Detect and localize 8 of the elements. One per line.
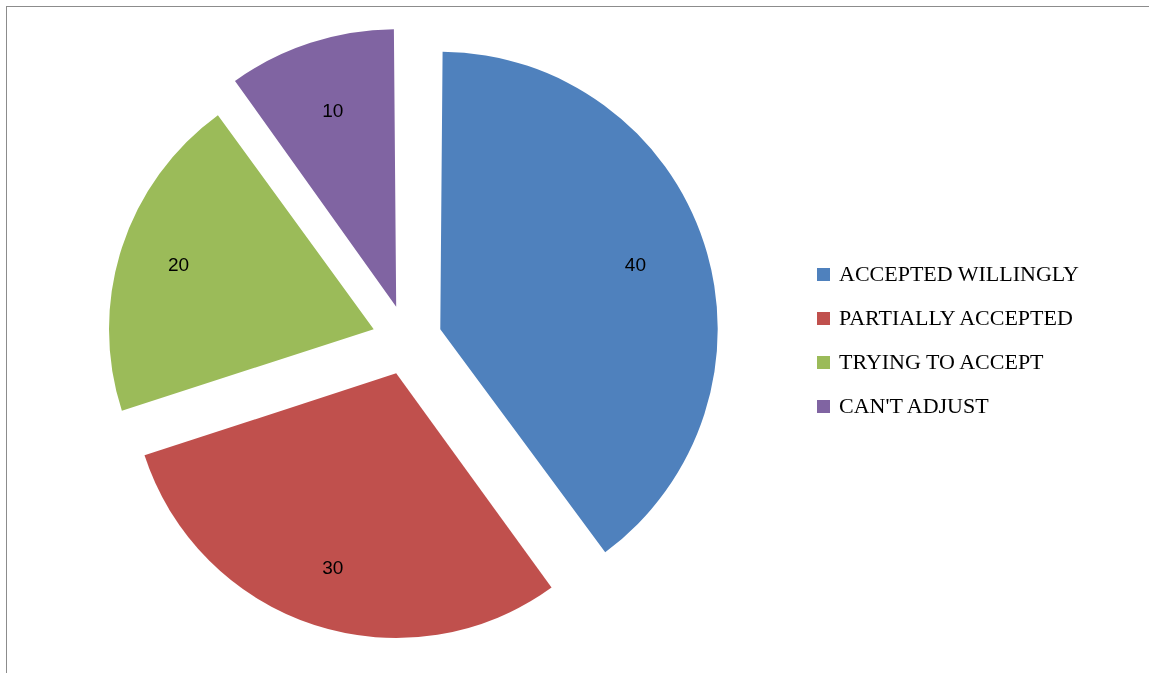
data-label: 30 xyxy=(322,556,344,578)
data-label: 10 xyxy=(322,99,344,121)
legend-label: CAN'T ADJUST xyxy=(839,393,989,419)
legend-label: TRYING TO ACCEPT xyxy=(839,349,1044,375)
data-label: 40 xyxy=(624,254,646,276)
legend-label: PARTIALLY ACCEPTED xyxy=(839,305,1073,331)
data-label: 20 xyxy=(168,254,190,276)
legend-label: ACCEPTED WILLINGLY xyxy=(839,261,1079,287)
